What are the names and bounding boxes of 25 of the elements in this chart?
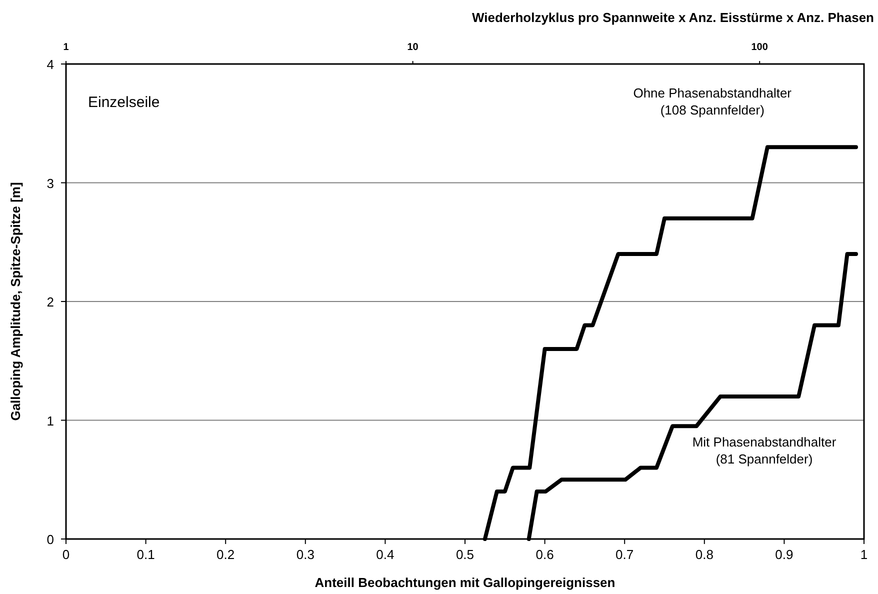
x-tick-label: 0.4 bbox=[376, 547, 394, 562]
y-tick-label: 3 bbox=[46, 176, 54, 191]
x-tick-label: 0.7 bbox=[616, 547, 634, 562]
x-tick-label: 0.9 bbox=[775, 547, 794, 562]
x-tick-label: 0.1 bbox=[136, 547, 155, 562]
x-axis-title: Anteill Beobachtungen mit Gallopingereignissen bbox=[314, 575, 616, 590]
x-tick-label: 0.8 bbox=[695, 547, 714, 562]
annotation: Einzelseile bbox=[88, 94, 160, 111]
x-tick-label: 0.6 bbox=[536, 547, 554, 562]
y-tick-label: 2 bbox=[46, 294, 54, 310]
x2-tick-label: 1 bbox=[63, 42, 70, 53]
y-tick-label: 0 bbox=[46, 532, 54, 547]
x2-tick-label: 10 bbox=[407, 42, 419, 53]
x-tick-label: 0 bbox=[62, 547, 70, 562]
x-tick-label: 0.5 bbox=[456, 547, 474, 562]
series-label: Mit Phasenabstandhalter (81 Spannfelder) bbox=[692, 434, 837, 466]
y-tick-label: 1 bbox=[46, 413, 54, 428]
y-axis-title: Galloping Amplitude, Spitze-Spitze [m] bbox=[8, 182, 23, 421]
y-tick-label: 4 bbox=[46, 57, 54, 72]
text: Ohne Phasenabstandhalter (108 Spannfelder) bbox=[633, 85, 792, 118]
x-tick-label: 1 bbox=[860, 547, 868, 562]
x2-tick-label: 100 bbox=[751, 42, 768, 53]
x-tick-label: 0.2 bbox=[216, 547, 235, 562]
x2-axis-title: Wiederholzyklus pro Spannweite x Anz. Eisstürme x Anz. Phasen bbox=[472, 10, 874, 25]
x-tick-label: 0.3 bbox=[296, 547, 314, 562]
